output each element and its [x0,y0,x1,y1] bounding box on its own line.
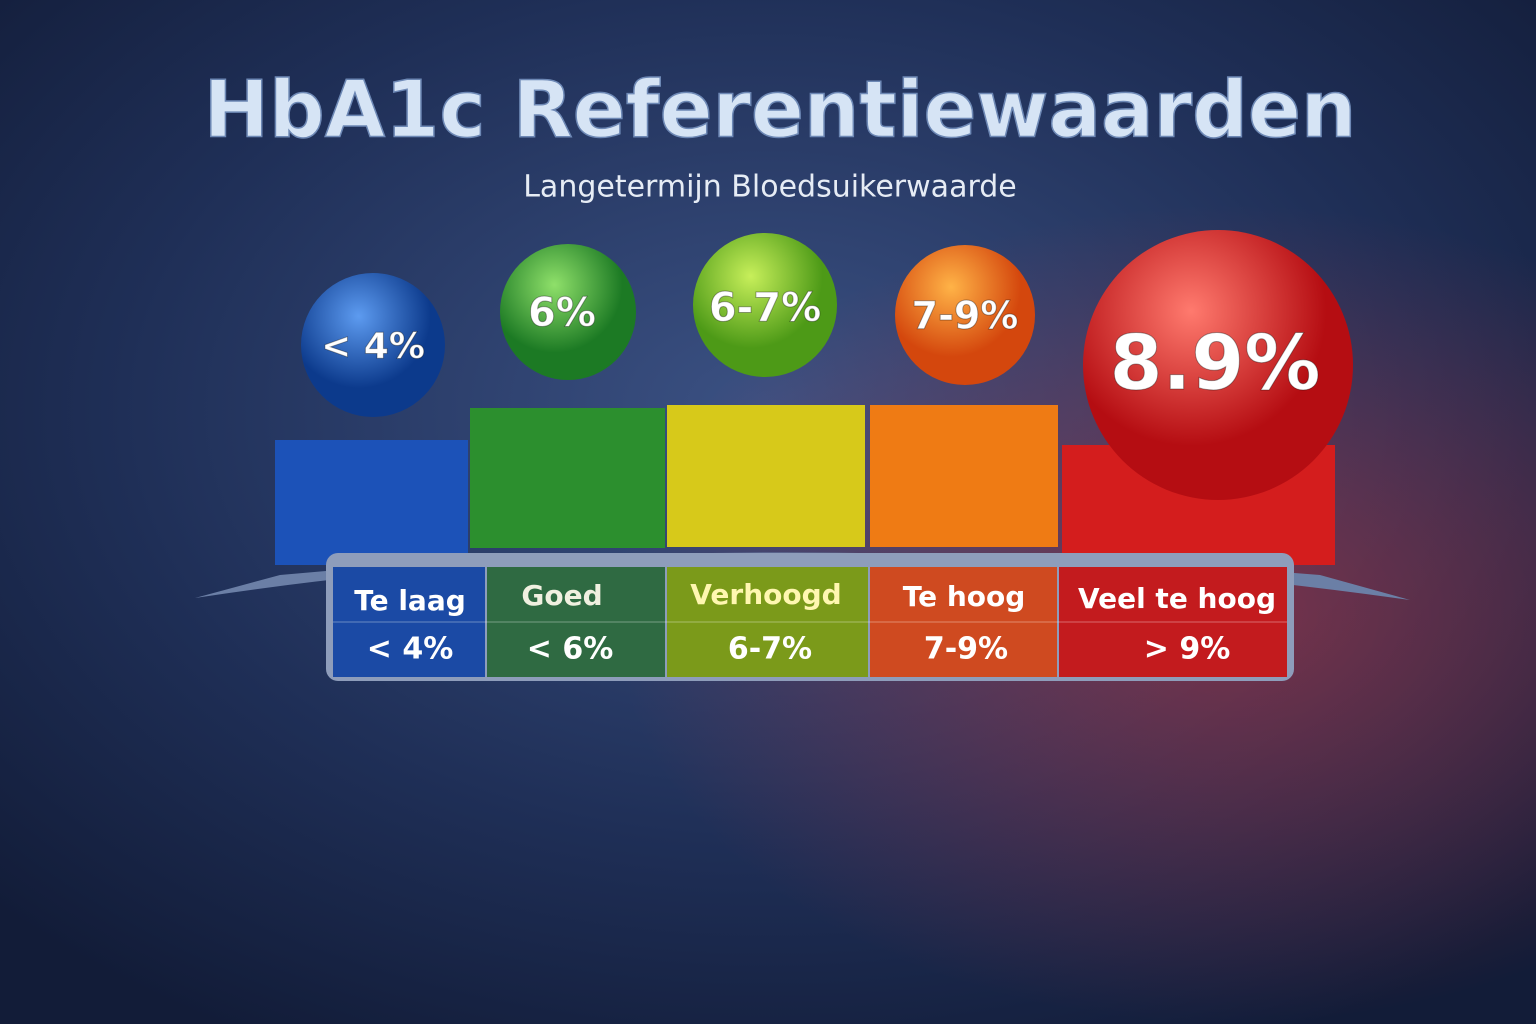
table-cell [667,567,868,677]
category-range: < 4% [367,632,454,667]
block [870,405,1058,547]
table-cell [870,567,1057,677]
bubble-label: 6% [528,290,596,336]
table-cell [333,567,485,677]
category-name: Goed [521,579,602,612]
block [667,405,865,547]
bubble-label: < 4% [321,326,425,367]
title: HbA1c Referentiewaarden [204,65,1357,155]
block [470,408,665,548]
category-range: > 9% [1144,632,1231,667]
block [275,440,468,565]
category-name: Verhoogd [690,578,841,611]
bubble [301,273,445,417]
category-range: 6-7% [728,632,812,667]
category-range: 7-9% [924,632,1008,667]
category-name: Te hoog [903,580,1026,613]
category-name: Veel te hoog [1078,582,1276,615]
bubble [500,244,636,380]
subtitle: Langetermijn Bloedsuikerwaarde [523,170,1017,205]
bubble [895,245,1035,385]
category-range: < 6% [527,632,614,667]
bubble [1083,230,1353,500]
category-name: Te laag [354,584,466,617]
table-cell [487,567,665,677]
bubble-label: 8.9% [1110,318,1321,407]
bubble-label: 7-9% [912,294,1019,338]
bubble [693,233,837,377]
table-cell [1059,567,1287,677]
bubble-label: 6-7% [709,285,821,331]
